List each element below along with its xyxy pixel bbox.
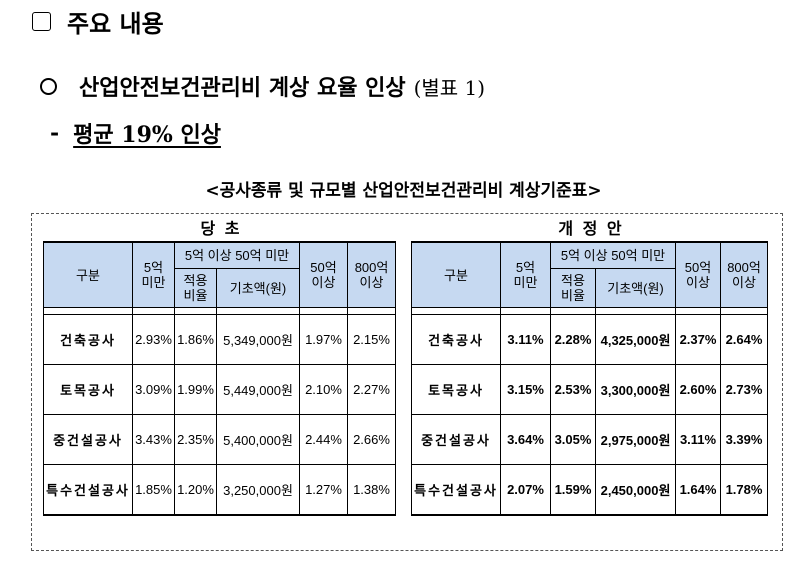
header-under-5: 5억 미만: [132, 241, 175, 308]
rate-over-800: 1.38%: [347, 464, 397, 516]
rate-5-to-50: 1.20%: [174, 464, 217, 516]
rate-5-to-50: 2.28%: [550, 314, 596, 365]
rate-5-to-50: 2.53%: [550, 364, 596, 415]
table-row: 중건설공사 3.43% 2.35% 5,400,000원 2.44% 2.66%: [43, 414, 397, 465]
current-rate-table: 구분 5억 미만 5억 이상 50억 미만 50억 이상 800억 이상 적용 비율 기초액(원) 건…: [43, 241, 397, 516]
construction-type: 특수건설공사: [411, 464, 501, 516]
construction-type: 중건설공사: [43, 414, 133, 465]
rate-over-50: 2.60%: [675, 364, 722, 415]
base-amount: 4,325,000원: [594, 314, 677, 365]
table-row: 특수건설공사 2.07% 1.59% 2,450,000원 1.64% 1.78%: [411, 464, 769, 516]
checkbox-square-icon: [32, 12, 51, 31]
rate-over-50: 1.97%: [299, 314, 349, 365]
table-row: 건축공사 2.93% 1.86% 5,349,000원 1.97% 2.15%: [43, 314, 397, 365]
rate-over-50: 3.11%: [675, 414, 722, 465]
bullet-point: 산업안전보건관리비 계상 요율 인상 (별표 1): [40, 70, 485, 102]
rate-5-to-50: 1.86%: [174, 314, 217, 365]
construction-type: 중건설공사: [411, 414, 501, 465]
construction-type: 특수건설공사: [43, 464, 133, 516]
rate-under-5: 2.07%: [500, 464, 551, 516]
bullet-point-text: 산업안전보건관리비 계상 요율 인상: [79, 75, 406, 101]
current-panel-title: 당 초: [200, 219, 242, 238]
revised-panel-title: 개 정 안: [558, 219, 624, 238]
rate-over-50: 1.64%: [675, 464, 722, 516]
rate-under-5: 3.43%: [132, 414, 175, 465]
circle-bullet-icon: [40, 77, 57, 95]
rate-under-5: 3.11%: [500, 314, 551, 365]
table-row: 특수건설공사 1.85% 1.20% 3,250,000원 1.27% 1.38%: [43, 464, 397, 516]
rate-over-800: 2.15%: [347, 314, 397, 365]
construction-type: 토목공사: [411, 364, 501, 415]
rate-over-800: 2.73%: [720, 364, 769, 415]
rate-5-to-50: 1.59%: [550, 464, 596, 516]
header-rate: 적용 비율: [174, 268, 217, 308]
header-over-800: 800억 이상: [347, 241, 397, 308]
table-row: 토목공사 3.09% 1.99% 5,449,000원 2.10% 2.27%: [43, 364, 397, 415]
rate-over-50: 1.27%: [299, 464, 349, 516]
header-over-50: 50억 이상: [299, 241, 349, 308]
rate-over-50: 2.37%: [675, 314, 722, 365]
header-over-800: 800억 이상: [720, 241, 769, 308]
rate-5-to-50: 2.35%: [174, 414, 217, 465]
rate-over-800: 2.27%: [347, 364, 397, 415]
rate-under-5: 3.64%: [500, 414, 551, 465]
table-caption: <공사종류 및 규모별 산업안전보건관리비 계상기준표>: [205, 181, 602, 201]
table-row: 토목공사 3.15% 2.53% 3,300,000원 2.60% 2.73%: [411, 364, 769, 415]
bullet-point-reference: (별표 1): [413, 75, 486, 100]
base-amount: 3,300,000원: [594, 364, 677, 415]
section-heading: 주요 내용: [8, 4, 164, 39]
header-base: 기초액(원): [215, 268, 301, 308]
table-row: 중건설공사 3.64% 3.05% 2,975,000원 3.11% 3.39%: [411, 414, 769, 465]
header-over-50: 50억 이상: [675, 241, 722, 308]
revised-panel: 개 정 안 구분 5억 미만 5억 이상 50억 미만 50억 이상 800억 이상 적용 비율 기…: [411, 217, 771, 516]
sub-bullet-text: 평균 19% 인상: [73, 122, 221, 148]
rate-under-5: 3.15%: [500, 364, 551, 415]
construction-type: 건축공사: [411, 314, 501, 365]
rate-over-50: 2.10%: [299, 364, 349, 415]
header-category: 구분: [43, 241, 133, 308]
table-row: 건축공사 3.11% 2.28% 4,325,000원 2.37% 2.64%: [411, 314, 769, 365]
base-amount: 5,449,000원: [215, 364, 301, 415]
rate-over-800: 1.78%: [720, 464, 769, 516]
header-under-5: 5억 미만: [500, 241, 551, 308]
construction-type: 토목공사: [43, 364, 133, 415]
rate-over-50: 2.44%: [299, 414, 349, 465]
base-amount: 5,400,000원: [215, 414, 301, 465]
current-panel: 당 초 구분 5억 미만 5억 이상 50억 미만 50억 이상 800억 이상 적용 비율 기초액…: [43, 217, 399, 516]
base-amount: 2,975,000원: [594, 414, 677, 465]
base-amount: 3,250,000원: [215, 464, 301, 516]
rate-over-800: 2.66%: [347, 414, 397, 465]
rate-under-5: 2.93%: [132, 314, 175, 365]
rate-5-to-50: 1.99%: [174, 364, 217, 415]
table-frame: [31, 213, 783, 551]
revised-rate-table: 구분 5억 미만 5억 이상 50억 미만 50억 이상 800억 이상 적용 비율 기초액(원) 건…: [411, 241, 769, 516]
base-amount: 2,450,000원: [594, 464, 677, 516]
header-5-to-50: 5억 이상 50억 미만: [549, 241, 677, 269]
rate-over-800: 3.39%: [720, 414, 769, 465]
header-category: 구분: [411, 241, 501, 308]
sub-bullet: - 평균 19% 인상: [50, 117, 221, 149]
rate-5-to-50: 3.05%: [550, 414, 596, 465]
construction-type: 건축공사: [43, 314, 133, 365]
header-base: 기초액(원): [594, 268, 677, 308]
base-amount: 5,349,000원: [215, 314, 301, 365]
rate-under-5: 3.09%: [132, 364, 175, 415]
header-rate: 적용 비율: [550, 268, 596, 308]
header-5-to-50: 5억 이상 50억 미만: [173, 241, 301, 269]
sub-bullet-dash: -: [50, 120, 60, 146]
rate-over-800: 2.64%: [720, 314, 769, 365]
rate-under-5: 1.85%: [132, 464, 175, 516]
section-heading-text: 주요 내용: [67, 10, 164, 38]
